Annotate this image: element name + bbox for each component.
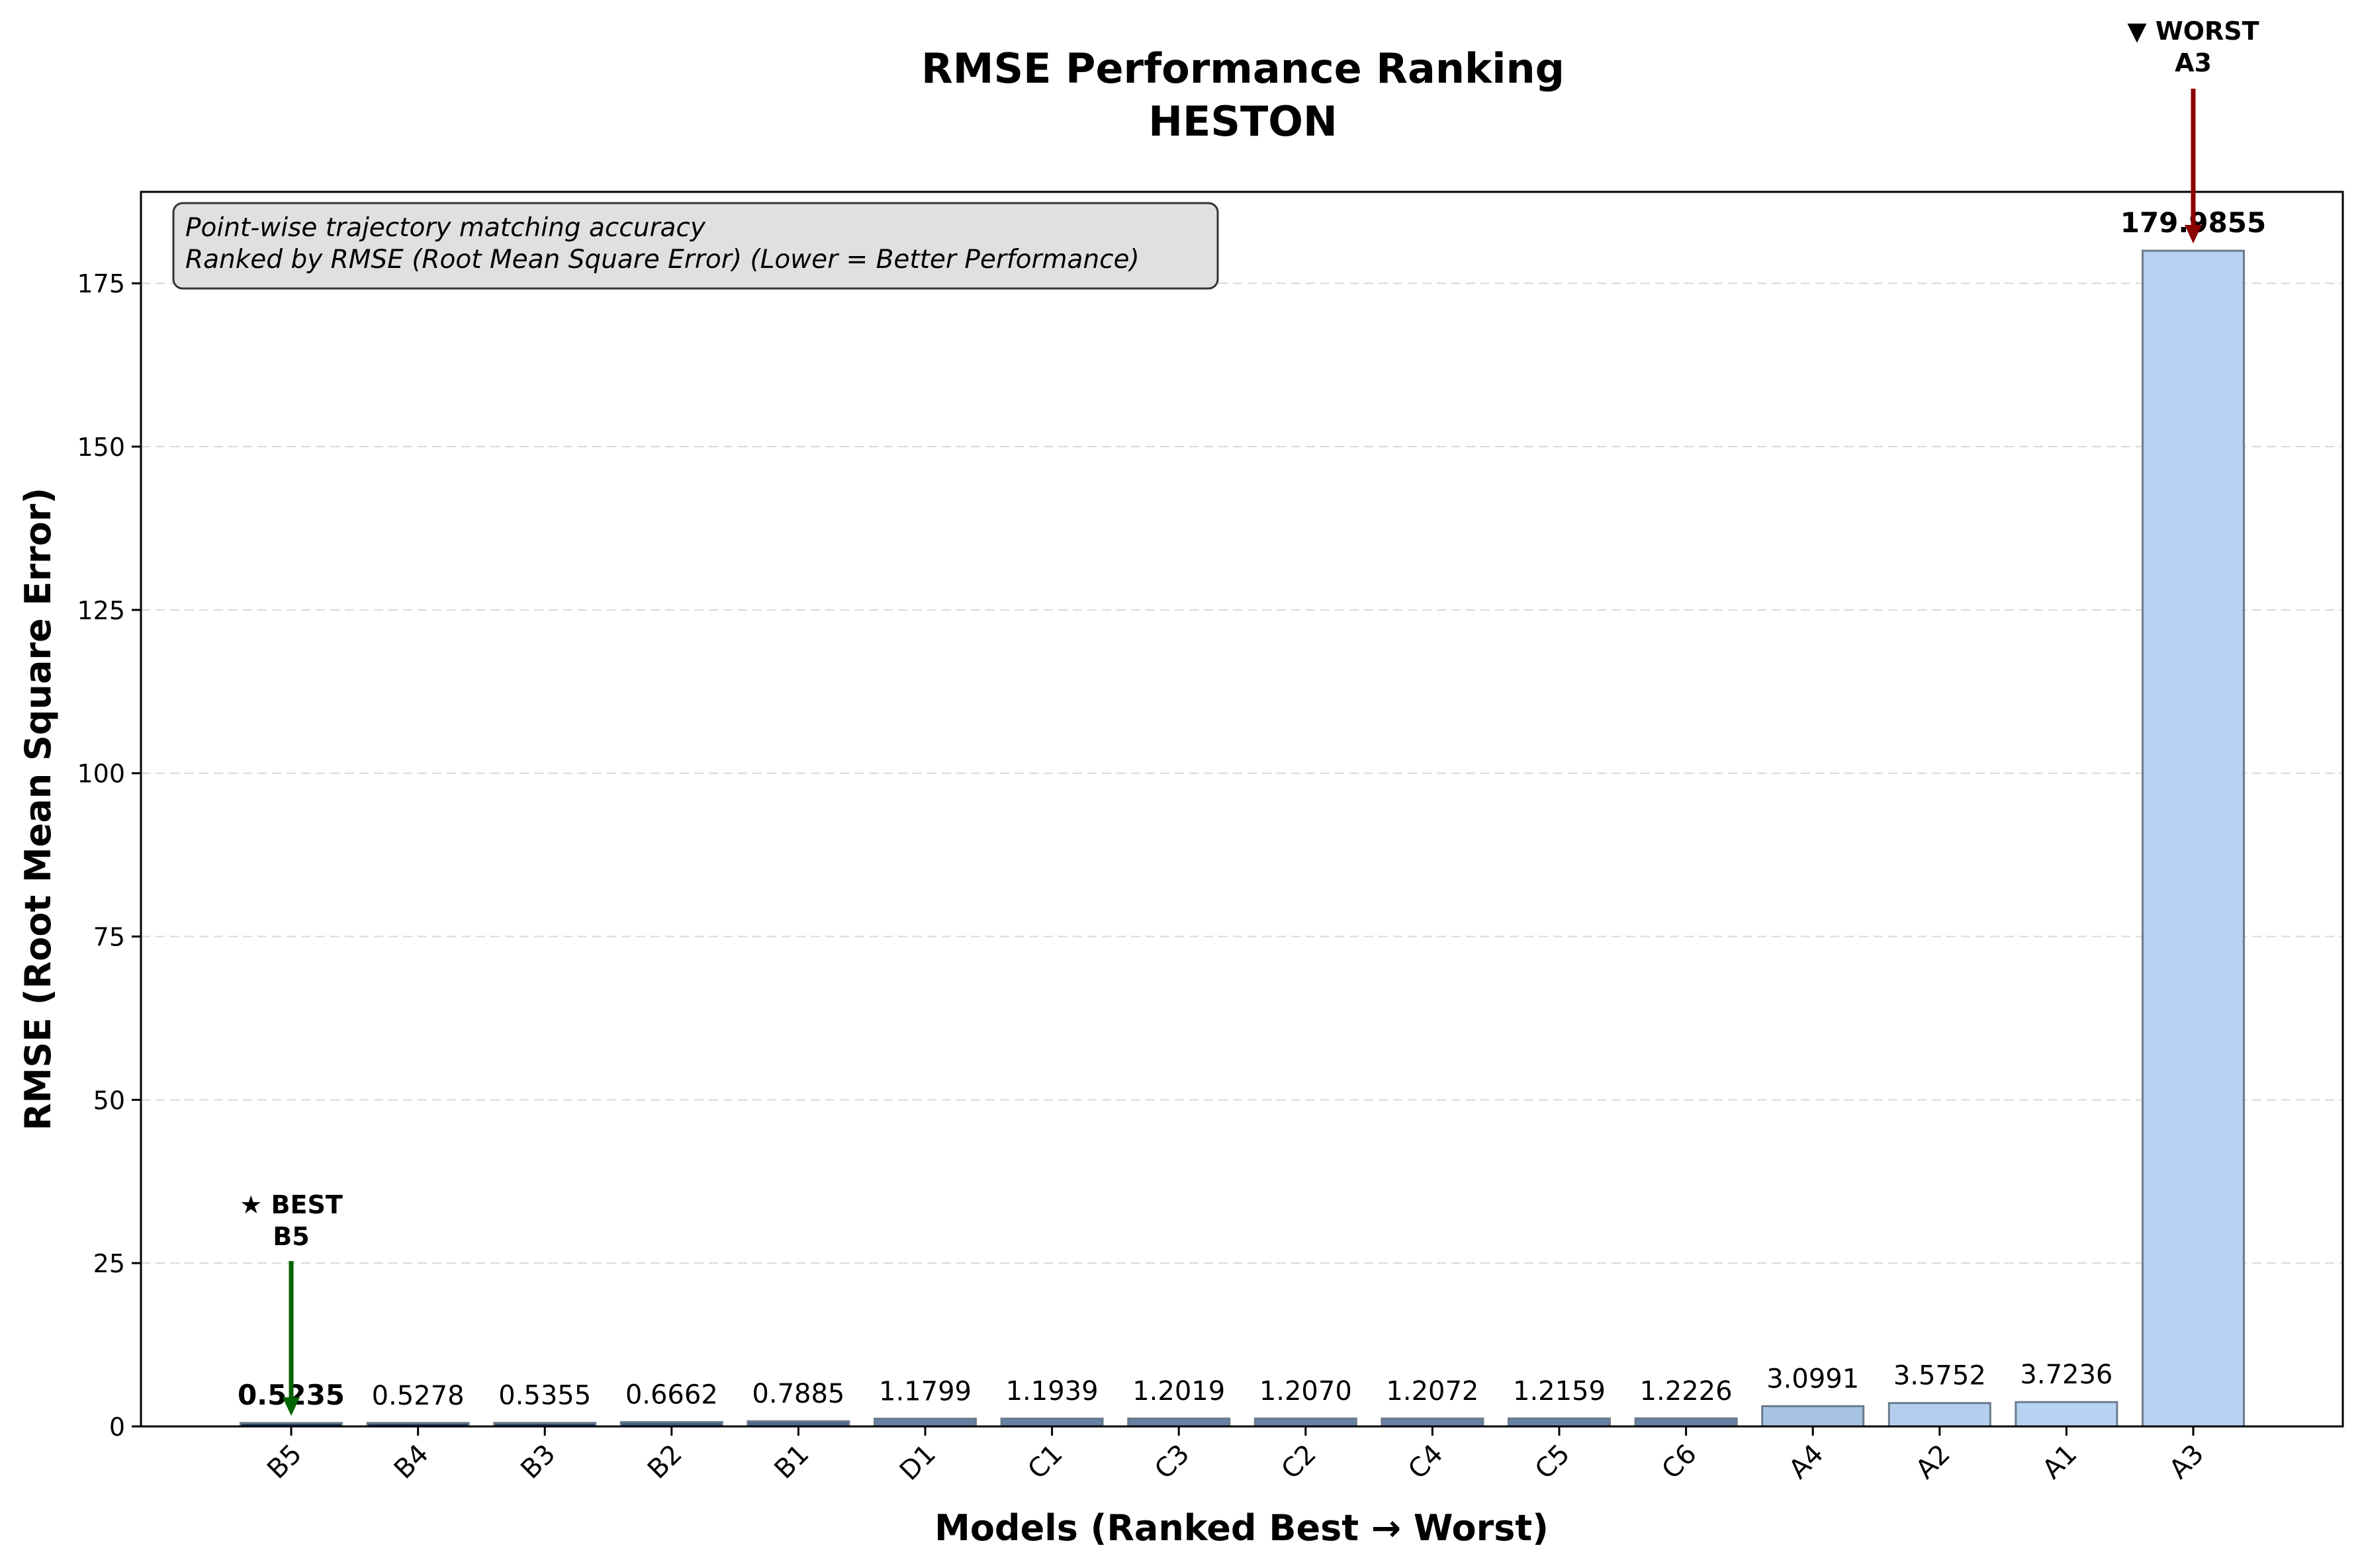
value-label-A4: 3.0991 — [1766, 1364, 1859, 1394]
y-tick-label: 175 — [77, 269, 125, 298]
annotation-line-1: Point-wise trajectory matching accuracy — [185, 213, 706, 243]
bar-C3 — [1127, 1417, 1231, 1428]
value-labels: 0.52350.52780.53550.66620.78851.17991.19… — [238, 206, 2266, 1411]
chart-title: RMSE Performance Ranking — [921, 44, 1565, 93]
bar-C2 — [1253, 1417, 1357, 1428]
y-tick-label: 75 — [93, 923, 125, 952]
best-arrowhead-icon — [283, 1397, 300, 1416]
value-label-B4: 0.5278 — [372, 1381, 465, 1411]
bar-D1 — [874, 1417, 977, 1428]
annotation-line-2: Ranked by RMSE (Root Mean Square Error) … — [185, 245, 1140, 275]
y-tick-label: 0 — [109, 1413, 125, 1442]
worst-annotation: ▼ WORST A3 — [2127, 17, 2259, 243]
best-annotation: ★ BEST B5 — [240, 1190, 343, 1416]
value-label-C4: 1.2072 — [1386, 1376, 1478, 1407]
y-axis-label: RMSE (Root Mean Square Error) — [17, 488, 59, 1131]
value-label-C1: 1.1939 — [1006, 1376, 1099, 1407]
bars — [240, 249, 2245, 1428]
bar-A4 — [1761, 1405, 1865, 1428]
y-tick-label: 50 — [93, 1086, 125, 1115]
bar-C1 — [1000, 1417, 1104, 1428]
value-label-A2: 3.5752 — [1893, 1361, 1986, 1391]
worst-model: A3 — [2175, 48, 2212, 77]
y-tick-label: 100 — [77, 760, 125, 789]
chart-subtitle: HESTON — [1148, 97, 1338, 146]
x-axis-label: Models (Ranked Best → Worst) — [934, 1507, 1549, 1549]
bar-A2 — [1887, 1402, 1991, 1428]
bar-C5 — [1508, 1417, 1611, 1428]
annotation-box: Point-wise trajectory matching accuracy … — [172, 202, 1219, 290]
value-label-D1: 1.1799 — [879, 1376, 972, 1407]
value-label-B3: 0.5355 — [498, 1381, 591, 1411]
worst-arrowhead-icon — [2185, 225, 2202, 243]
value-label-C5: 1.2159 — [1513, 1376, 1606, 1407]
value-label-A1: 3.7236 — [2020, 1360, 2112, 1390]
plot-frame — [140, 191, 2344, 1428]
y-tick-label: 150 — [77, 433, 125, 462]
value-label-C3: 1.2019 — [1132, 1376, 1225, 1407]
value-label-B1: 0.7885 — [752, 1379, 844, 1409]
bar-A1 — [2015, 1401, 2118, 1428]
bar-A3 — [2142, 249, 2245, 1428]
bar-C6 — [1634, 1417, 1738, 1428]
y-axis-ticks: 0 25 50 75 100 125 150 175 — [77, 269, 141, 1442]
worst-label: ▼ WORST — [2127, 17, 2259, 46]
best-label: ★ BEST — [240, 1190, 343, 1219]
value-label-B2: 0.6662 — [625, 1379, 718, 1410]
value-label-C2: 1.2070 — [1259, 1376, 1352, 1407]
best-model: B5 — [273, 1222, 309, 1251]
gridlines — [141, 283, 2343, 1264]
y-tick-label: 25 — [93, 1249, 125, 1278]
bar-C4 — [1381, 1417, 1484, 1428]
y-tick-label: 125 — [77, 596, 125, 625]
value-label-C6: 1.2226 — [1640, 1376, 1733, 1407]
